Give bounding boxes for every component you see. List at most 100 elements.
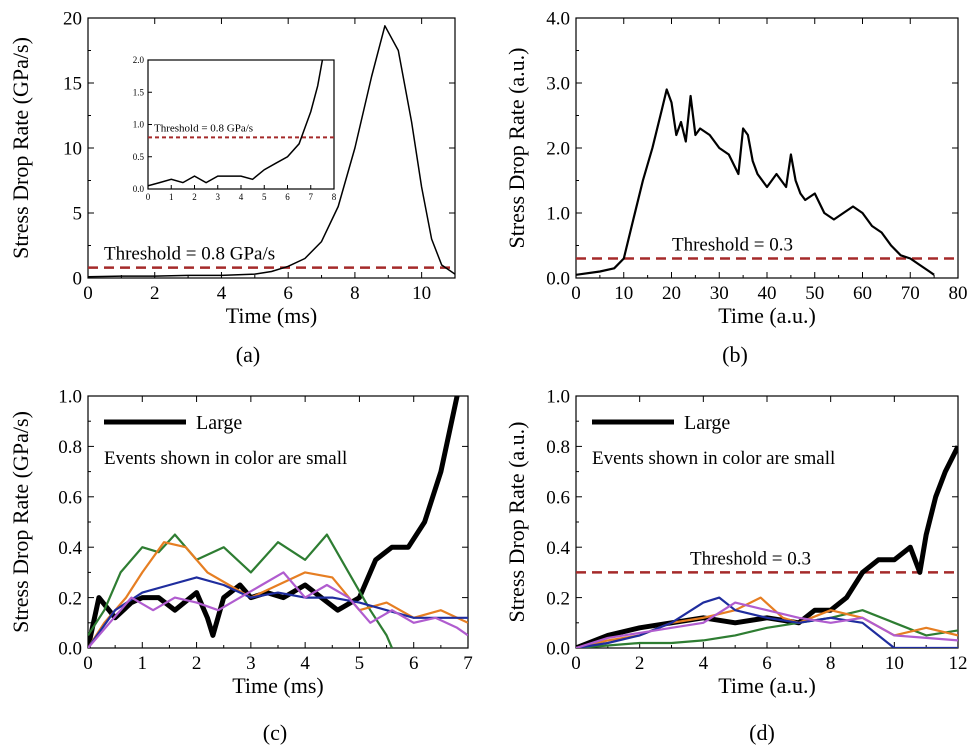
- series-line-4: [88, 571, 468, 648]
- inset-series-line: [148, 60, 324, 187]
- y-tick-label: 1.0: [546, 204, 570, 225]
- inset-x-tick-label: 8: [332, 192, 337, 202]
- inset-y-tick-label: 0.5: [133, 152, 145, 162]
- y-tick-label: 0.4: [58, 538, 82, 559]
- inset-x-tick-label: 3: [216, 192, 221, 202]
- series-line-0: [576, 88, 935, 276]
- x-tick-label: 2: [150, 283, 160, 304]
- x-axis-label: Time (ms): [226, 303, 317, 328]
- x-tick-label: 7: [463, 653, 473, 674]
- x-tick-label: 40: [758, 283, 777, 304]
- legend-note: Events shown in color are small: [104, 448, 347, 469]
- series-line-0: [88, 25, 455, 278]
- series-line-3: [576, 596, 958, 648]
- legend-note: Events shown in color are small: [592, 448, 835, 469]
- x-tick-label: 5: [355, 653, 365, 674]
- y-tick-label: 3.0: [546, 74, 570, 95]
- legend-label-large: Large: [196, 412, 242, 434]
- threshold-label: Threshold = 0.3: [690, 548, 811, 569]
- series-line-1: [576, 609, 958, 648]
- inset-x-tick-label: 1: [169, 192, 174, 202]
- y-tick-label: 0.2: [58, 588, 82, 609]
- x-tick-label: 4: [300, 653, 310, 674]
- x-tick-label: 0: [83, 653, 93, 674]
- x-tick-label: 10: [885, 653, 904, 674]
- panel-label-c: (c): [263, 720, 287, 745]
- y-axis-label: Stress Drop Rate (a.u.): [504, 421, 529, 622]
- y-tick-label: 0.8: [546, 437, 570, 458]
- x-axis-label: Time (a.u.): [718, 303, 816, 328]
- x-tick-label: 30: [710, 283, 729, 304]
- x-tick-label: 1: [138, 653, 148, 674]
- x-tick-label: 50: [805, 283, 824, 304]
- panel-label-a: (a): [236, 342, 260, 367]
- x-axis-label: Time (a.u.): [718, 673, 816, 698]
- x-tick-label: 6: [762, 653, 772, 674]
- x-tick-label: 8: [350, 283, 360, 304]
- y-tick-label: 0.0: [546, 639, 570, 660]
- x-tick-label: 4: [699, 653, 709, 674]
- threshold-label: Threshold = 0.8 GPa/s: [104, 244, 275, 265]
- y-tick-label: 0: [73, 269, 83, 290]
- panel-label-b: (b): [722, 342, 748, 367]
- x-tick-label: 6: [409, 653, 419, 674]
- x-tick-label: 12: [949, 653, 968, 674]
- inset-chart: 0 1 2 3 4 5 6 7 8 0.0 0.5 1.0 1.5 2.0 Threshold = 0.8 …: [133, 55, 337, 202]
- x-tick-label: 4: [217, 283, 227, 304]
- inset-x-tick-label: 4: [239, 192, 244, 202]
- y-tick-label: 10: [63, 139, 82, 160]
- y-axis-label: Stress Drop Rate (a.u.): [504, 47, 529, 248]
- x-tick-label: 10: [412, 283, 431, 304]
- inset-y-tick-label: 1.0: [133, 120, 145, 130]
- x-tick-label: 10: [614, 283, 633, 304]
- y-tick-label: 5: [73, 204, 83, 225]
- threshold-label: Threshold = 0.3: [672, 235, 793, 256]
- x-tick-label: 60: [853, 283, 872, 304]
- inset-threshold-label: Threshold = 0.8 GPa/s: [154, 122, 253, 134]
- x-tick-label: 70: [901, 283, 920, 304]
- series-line-4: [576, 601, 958, 648]
- inset-x-tick-label: 7: [309, 192, 314, 202]
- chart-panel-1: 0 10 20 30 40 50 60 70 80 0.0 1.0 2.0 3.0 4.0 Time (a.…: [504, 9, 968, 328]
- y-tick-label: 0.6: [546, 487, 570, 508]
- x-tick-label: 2: [192, 653, 202, 674]
- x-tick-label: 6: [283, 283, 293, 304]
- y-tick-label: 0.4: [546, 538, 570, 559]
- x-tick-label: 20: [662, 283, 681, 304]
- x-tick-label: 0: [571, 283, 581, 304]
- chart-panel-3: 0 2 4 6 8 10 12 0.0 0.2 0.4 0.6 0.8 1.0 Time (a.u.) St…: [504, 387, 968, 698]
- y-axis-label: Stress Drop Rate (GPa/s): [8, 411, 33, 633]
- y-tick-label: 4.0: [546, 9, 570, 30]
- y-tick-label: 0.8: [58, 437, 82, 458]
- series-line-3: [88, 576, 468, 648]
- y-tick-label: 1.0: [546, 387, 570, 408]
- y-tick-label: 2.0: [546, 139, 570, 160]
- inset-x-tick-label: 2: [192, 192, 197, 202]
- inset-y-tick-label: 2.0: [133, 55, 145, 65]
- legend-label-large: Large: [684, 412, 730, 434]
- y-tick-label: 0.6: [58, 487, 82, 508]
- y-tick-label: 20: [63, 9, 82, 30]
- x-axis-label: Time (ms): [232, 673, 323, 698]
- x-tick-label: 8: [826, 653, 836, 674]
- inset-y-tick-label: 1.5: [133, 87, 145, 97]
- y-tick-label: 0.0: [58, 639, 82, 660]
- x-tick-label: 2: [635, 653, 645, 674]
- inset-x-tick-label: 0: [146, 192, 151, 202]
- y-tick-label: 1.0: [58, 387, 82, 408]
- x-tick-label: 0: [83, 283, 93, 304]
- y-tick-label: 15: [63, 74, 82, 95]
- chart-panel-2: 0 1 2 3 4 5 6 7 0.0 0.2 0.4 0.6 0.8 1.0 Time (ms) Stres…: [8, 387, 473, 698]
- inset-x-tick-label: 5: [262, 192, 267, 202]
- series-line-1: [88, 533, 394, 648]
- x-tick-label: 3: [246, 653, 256, 674]
- panel-label-d: (d): [749, 720, 775, 745]
- y-tick-label: 0.0: [546, 269, 570, 290]
- y-tick-label: 0.2: [546, 588, 570, 609]
- plot-frame: [87, 395, 469, 649]
- inset-y-tick-label: 0.0: [133, 184, 145, 194]
- series-line-2: [576, 596, 958, 648]
- y-axis-label: Stress Drop Rate (GPa/s): [8, 37, 33, 259]
